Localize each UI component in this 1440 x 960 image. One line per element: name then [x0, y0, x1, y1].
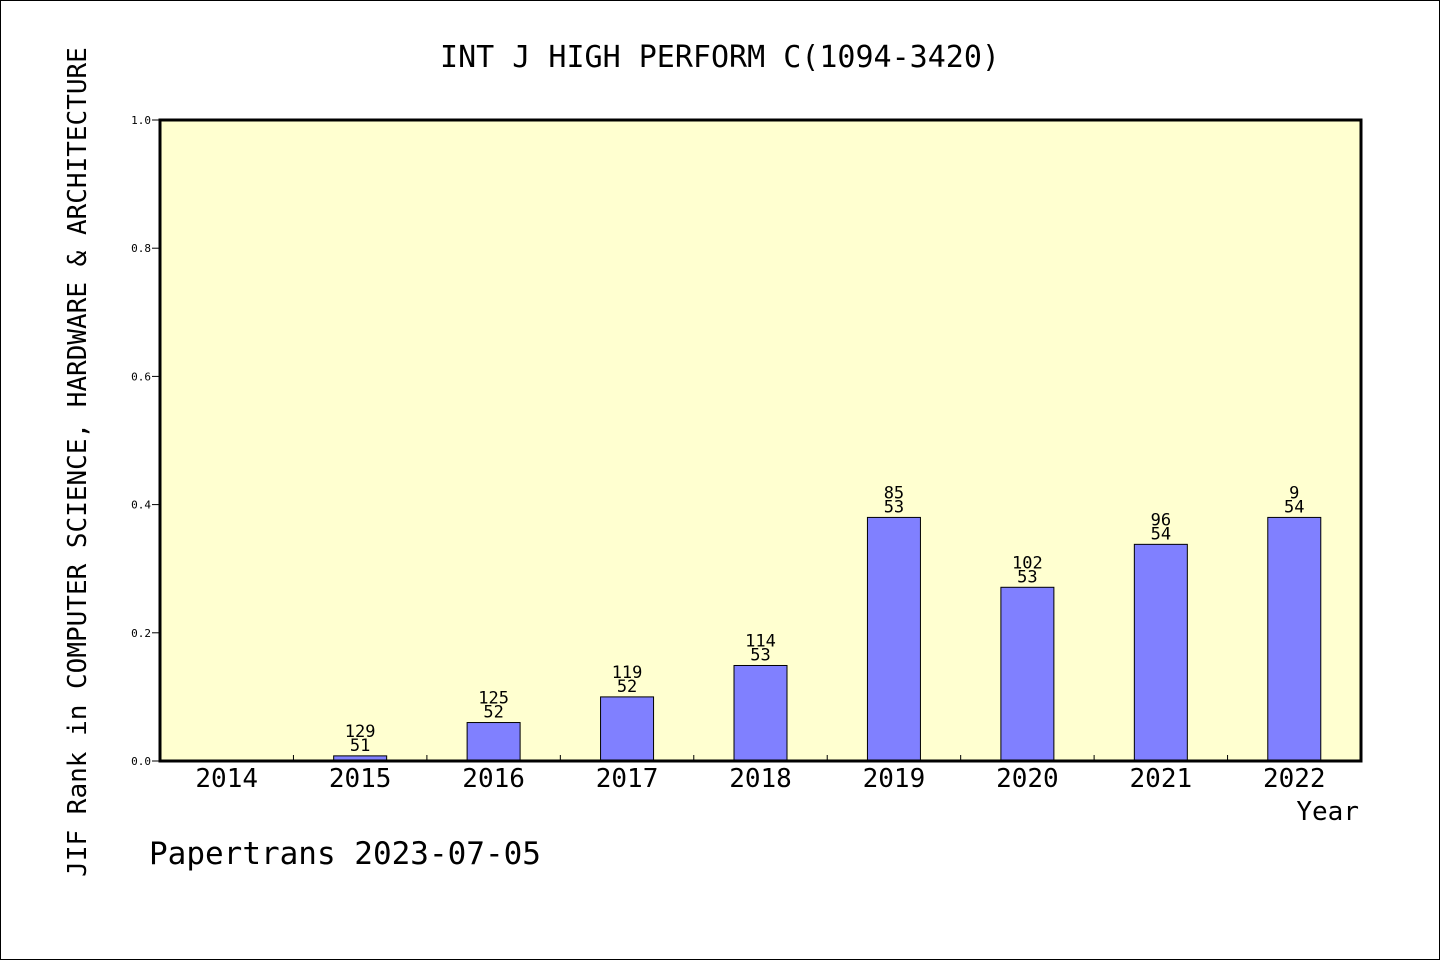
bar-rank-label: 96	[1151, 510, 1171, 530]
bar-total-label: 53	[884, 497, 904, 517]
x-tick-label: 2019	[863, 764, 926, 794]
bar-total-label: 52	[617, 677, 637, 697]
footer-text: Papertrans 2023-07-05	[149, 836, 541, 872]
chart-title: INT J HIGH PERFORM C(1094-3420)	[440, 40, 1000, 75]
bar-2019	[866, 516, 921, 762]
x-axis-label: Year	[1296, 797, 1359, 827]
bar-rank-label: 85	[884, 483, 904, 503]
y-tick-label: 0.8	[131, 242, 151, 255]
bar-2021	[1133, 543, 1188, 762]
y-tick-label: 0.4	[131, 499, 151, 512]
x-tick-label: 2020	[996, 764, 1059, 794]
x-tick-label: 2015	[329, 764, 392, 794]
bar-rank-label: 102	[1012, 553, 1043, 573]
bar-rank-label: 119	[612, 663, 643, 683]
bar-total-label: 54	[1151, 524, 1171, 544]
bar-2018	[733, 664, 788, 762]
bar-2022	[1267, 516, 1322, 762]
y-tick-label: 0.0	[131, 755, 151, 768]
bar-2017	[600, 696, 655, 762]
bar-total-label: 53	[750, 645, 770, 665]
bar-rank-label: 9	[1289, 483, 1299, 503]
y-tick-label: 0.6	[131, 370, 151, 383]
y-tick-label: 0.2	[131, 627, 151, 640]
ticks-group: 0.0 0.2 0.4 0.6 0.8 1.0 2014 2015 2016 2017 2018 20…	[131, 114, 1325, 794]
x-tick-label: 2022	[1263, 764, 1326, 794]
x-tick-label: 2016	[462, 764, 525, 794]
bar-total-label: 53	[1017, 567, 1037, 587]
bar-total-label: 51	[350, 736, 370, 756]
plot-border	[158, 118, 1363, 763]
x-tick-label: 2017	[596, 764, 659, 794]
bar-rank-label: 129	[345, 722, 376, 742]
bar-2020	[1000, 586, 1055, 762]
bar-rank-label: 125	[478, 689, 509, 709]
bar-total-label: 52	[483, 703, 503, 723]
y-axis-label: JIF Rank in COMPUTER SCIENCE, HARDWARE &…	[63, 47, 93, 877]
y-tick-label: 1.0	[131, 114, 151, 127]
x-tick-label: 2014	[195, 764, 258, 794]
bar-total-label: 54	[1284, 497, 1304, 517]
x-tick-label: 2021	[1130, 764, 1193, 794]
bar-rank-label: 114	[745, 631, 776, 651]
bar-2016	[466, 722, 521, 762]
x-tick-label: 2018	[729, 764, 792, 794]
